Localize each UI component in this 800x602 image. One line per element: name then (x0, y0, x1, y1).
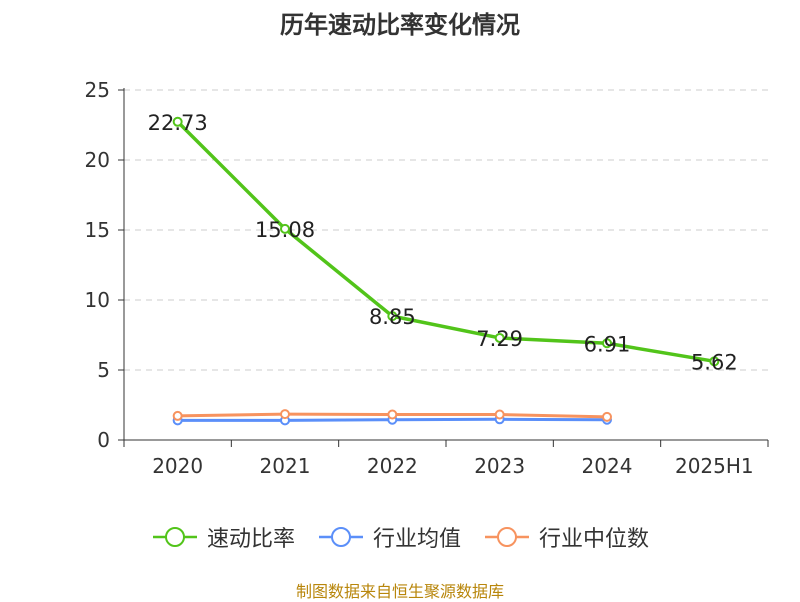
series-line-0 (176, 120, 715, 364)
x-tick-label: 2022 (367, 454, 418, 478)
data-point (172, 410, 183, 421)
data-label: 6.91 (584, 332, 631, 356)
data-label: 15.08 (255, 218, 315, 242)
x-tick-label: 2023 (474, 454, 525, 478)
data-point (280, 409, 290, 420)
data-label: 22.73 (148, 111, 208, 135)
legend: 速动比率 行业均值 行业中位数 (0, 520, 800, 554)
data-point (387, 409, 398, 420)
axes: 0 5 10 15 20 25 2020 2021 2022 2023 2024 2025H1 (85, 78, 769, 478)
data-point (280, 223, 290, 234)
y-tick-label: 25 (85, 78, 110, 102)
source-note: 制图数据来自恒生聚源数据库 (295, 582, 504, 601)
data-labels: 22.73 15.08 8.85 7.29 6.91 5.62 (148, 111, 738, 375)
y-tick-label: 10 (85, 288, 110, 312)
legend-swatch-marker (497, 527, 517, 547)
data-point (172, 116, 183, 127)
data-label: 8.85 (369, 305, 416, 329)
data-point (387, 311, 398, 322)
legend-swatch (152, 527, 197, 547)
grid-lines (124, 89, 768, 371)
x-tick-label: 2025H1 (675, 454, 754, 478)
x-tick-label: 2024 (582, 454, 633, 478)
legend-swatch (318, 527, 363, 547)
y-tick-label: 5 (97, 358, 110, 382)
series-lines (172, 116, 720, 426)
legend-swatch (485, 527, 529, 547)
data-point (709, 356, 720, 367)
legend-label: 行业中位数 (539, 527, 650, 552)
y-tick-label: 20 (85, 148, 110, 172)
x-tick-label: 2020 (152, 454, 203, 478)
chart-title: 历年速动比率变化情况 (280, 11, 520, 39)
legend-item-1[interactable]: 行业均值 (317, 521, 461, 553)
legend-item-0[interactable]: 速动比率 (151, 521, 295, 553)
legend-swatch-marker (330, 527, 351, 547)
legend-label: 行业均值 (372, 527, 461, 552)
y-tick-label: 15 (85, 218, 110, 242)
legend-label: 速动比率 (206, 527, 295, 552)
legend-swatch-marker (164, 527, 185, 547)
data-point (494, 409, 505, 420)
data-point (494, 332, 505, 343)
data-label: 5.62 (691, 350, 738, 374)
data-point (602, 338, 612, 349)
legend-item-2[interactable]: 行业中位数 (483, 521, 649, 553)
data-label: 7.29 (476, 327, 523, 351)
x-tick-label: 2021 (260, 454, 311, 478)
y-tick-label: 0 (97, 428, 110, 452)
data-point (602, 411, 612, 422)
